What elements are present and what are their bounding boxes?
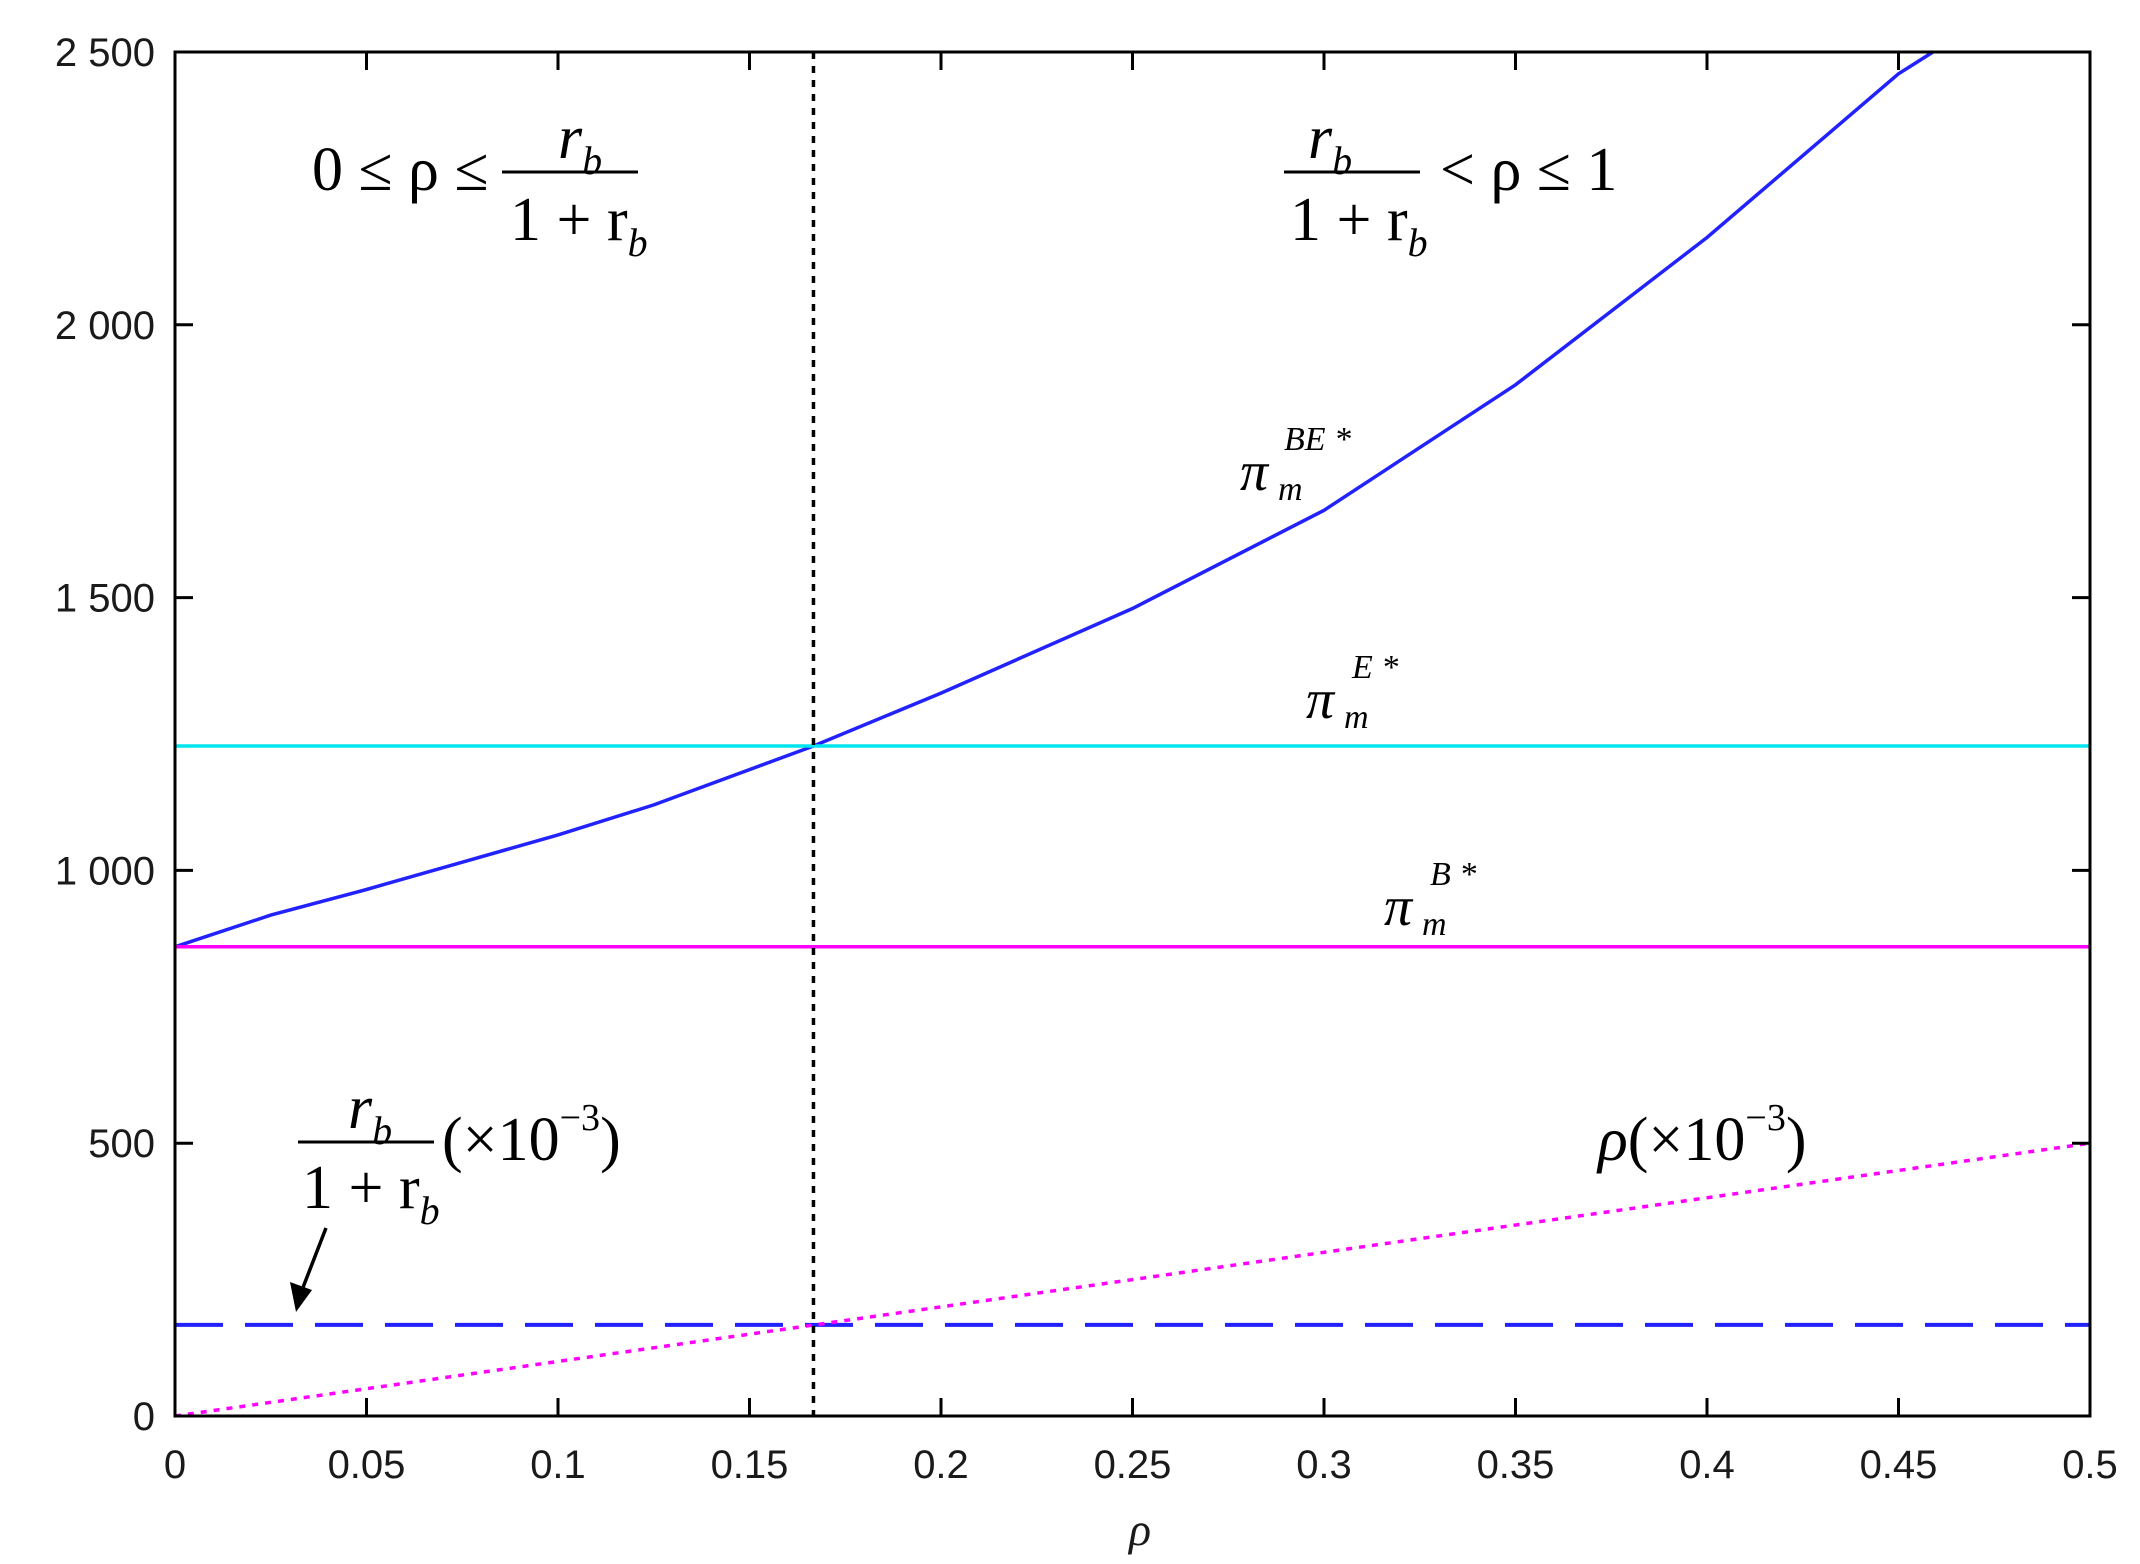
label-pi-e-sub: m: [1344, 699, 1369, 736]
label-pi-be-sub: m: [1278, 471, 1303, 508]
label-pi-e: π m E *: [1306, 649, 1398, 736]
label-rho: ρ(×10−3): [1596, 1097, 1806, 1174]
label-rb: rb 1 + rb (×10−3): [298, 1074, 621, 1233]
label-pi-b-sub: m: [1422, 906, 1447, 943]
label-pi-b: π m B *: [1384, 856, 1476, 943]
label-pi-b-sup: B *: [1430, 856, 1476, 893]
label-pi-be: π m BE *: [1240, 421, 1351, 508]
y-tick-label: 2 500: [55, 31, 155, 75]
x-tick-label: 0.15: [711, 1443, 789, 1487]
arrow-shaft: [300, 1227, 328, 1291]
x-tick-label: 0: [164, 1443, 186, 1487]
x-tick-label: 0.35: [1477, 1443, 1555, 1487]
x-tick-label: 0.1: [530, 1443, 586, 1487]
x-tick-label: 0.25: [1094, 1443, 1172, 1487]
y-tick-label: 0: [133, 1395, 155, 1439]
x-tick-label: 0.45: [1860, 1443, 1938, 1487]
region-right-rhs: < ρ ≤ 1: [1440, 136, 1617, 204]
x-tick-label: 0.4: [1679, 1443, 1735, 1487]
region-left-denominator: 1 + rb: [510, 186, 648, 265]
region-right-denominator: 1 + rb: [1290, 186, 1428, 265]
label-pi-e-sup: E *: [1351, 649, 1398, 686]
label-pi-be-sup: BE *: [1284, 421, 1351, 458]
region-left-annotation: 0 ≤ ρ ≤ rb 1 + rb: [312, 104, 648, 265]
label-pi-be-base: π: [1240, 441, 1270, 503]
y-tick-label: 500: [88, 1122, 155, 1166]
series-line-4: [174, 1141, 2091, 1418]
series-line-0: [174, 50, 1934, 949]
y-tick-label: 2 000: [55, 304, 155, 348]
label-pi-b-base: π: [1384, 876, 1414, 938]
arrow-head: [290, 1282, 312, 1312]
x-tick-label: 0.2: [913, 1443, 969, 1487]
x-axis-label: ρ: [1127, 1504, 1151, 1555]
y-tick-label: 1 500: [55, 577, 155, 621]
label-pi-e-base: π: [1306, 669, 1336, 731]
region-right-annotation: rb 1 + rb < ρ ≤ 1: [1284, 104, 1617, 265]
tick-layer: 0 0.05 0.1 0.15 0.2 0.25 0.3 0.35 0.4 0.45 0.5 0 500…: [55, 31, 2118, 1487]
label-rb-multiplier: (×10−3): [442, 1097, 621, 1174]
x-tick-label: 0.3: [1296, 1443, 1352, 1487]
label-rho-text: ρ(×10−3): [1596, 1097, 1806, 1174]
label-rb-denominator: 1 + rb: [302, 1154, 440, 1233]
series-layer: [174, 50, 2091, 1418]
y-tick-label: 1 000: [55, 849, 155, 893]
x-tick-label: 0.5: [2062, 1443, 2118, 1487]
x-tick-label: 0.05: [328, 1443, 406, 1487]
region-left-lhs: 0 ≤ ρ ≤: [312, 136, 489, 204]
